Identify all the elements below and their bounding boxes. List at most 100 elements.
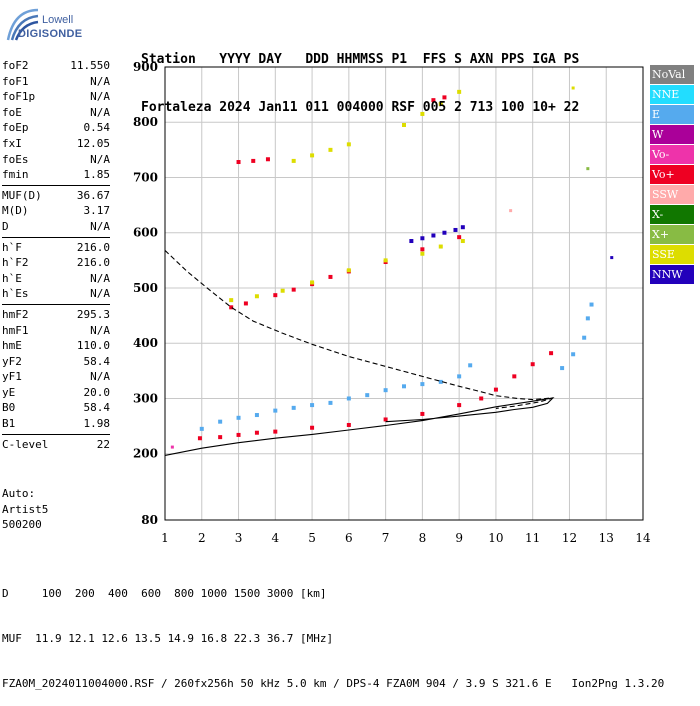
param-row-foep: foEp 0.54 [2,120,110,136]
echo-point [291,287,296,292]
logo-mark-icon [6,8,39,41]
legend-item-ssw: SSW [650,185,694,204]
param-value: 12.05 [76,136,110,150]
x-tick-label: 1 [161,531,169,545]
param-name: B1 [2,417,16,431]
echo-point [170,445,174,449]
echo-point [328,274,333,279]
echo-trace-upper-e [560,302,594,371]
param-row-hmf2: hmF2 295.3 [2,307,110,323]
echo-point [236,160,241,165]
param-name: h`Es [2,287,29,301]
echo-point [218,435,223,440]
param-row-fof2: foF2 11.550 [2,58,110,74]
param-value: 3.17 [83,204,111,218]
echo-point [310,403,315,408]
echo-point [493,387,498,392]
echo-point [442,230,447,235]
x-tick-label: 8 [419,531,427,545]
echo-point [199,426,204,431]
echo-point [460,239,465,244]
echo-point [383,258,388,263]
echo-point [265,157,270,162]
echo-point [291,405,296,410]
param-name: yE [2,385,16,399]
echo-point [479,396,484,401]
echo-point [457,89,462,94]
echo-point [420,251,425,256]
auto-line3: 500200 [2,518,42,531]
echo-trace-second-hop [229,235,462,310]
echo-point [420,382,425,387]
param-value: 0.54 [83,121,111,135]
echo-point [251,158,256,163]
echo-point [254,413,259,418]
echo-point [420,411,425,416]
echo-point [431,233,436,238]
param-row-b0: B0 58.4 [2,400,110,416]
curve-profile [164,397,555,456]
echo-point [365,393,370,398]
auto-line2: Artist5 [2,502,49,516]
auto-line1: Auto: [2,487,36,500]
echo-point [236,415,241,420]
echo-point [310,425,315,430]
echo-point [254,430,259,435]
echo-point [310,280,315,285]
legend-item-xplus: X+ [650,225,694,244]
echo-point [291,158,296,163]
param-value: N/A [90,323,110,337]
echo-point [420,247,425,252]
echo-point [273,408,278,413]
param-name: h`F [2,240,22,254]
echo-point [218,419,223,424]
legend-item-xminus: X- [650,205,694,224]
legend-item-voplus: Vo+ [650,165,694,184]
param-name: MUF(D) [2,188,42,202]
param-row-fxi: fxI 12.05 [2,136,110,152]
echo-point [585,316,590,321]
param-name: hmE [2,339,22,353]
y-tick-label: 400 [133,336,158,350]
param-value: N/A [90,90,110,104]
x-tick-label: 2 [198,531,206,545]
x-tick-label: 11 [525,531,540,545]
echo-point [560,366,565,371]
y-tick-label: 500 [133,281,158,295]
param-row-ye: yE 20.0 [2,385,110,401]
echo-point [586,167,590,171]
logo-line1: Lowell [42,14,74,26]
echo-point [457,403,462,408]
param-value: N/A [90,219,110,233]
echo-point [420,111,425,116]
footer-distance: D 100 200 400 600 800 1000 1500 3000 [km… [2,587,327,600]
x-tick-label: 5 [308,531,316,545]
echo-point [582,335,587,340]
echo-point [610,256,614,260]
echo-point [197,436,202,441]
param-value: 58.4 [83,354,111,368]
echo-point [453,227,458,232]
param-value: 22 [96,437,110,451]
param-row-hf2: h`F2 216.0 [2,255,110,271]
x-tick-label: 9 [455,531,463,545]
echo-point [402,123,406,128]
echo-trace-third-hop-red [236,95,447,165]
echo-point [571,86,575,90]
param-row-fof1: foF1 N/A [2,74,110,90]
param-divider [2,236,110,240]
echo-point [571,352,576,357]
x-tick-label: 3 [235,531,243,545]
echo-point [346,422,351,427]
echo-point [431,98,436,103]
param-name: foF2 [2,59,29,72]
param-value: N/A [90,271,110,285]
echo-trace-second-hop-sse [229,239,465,303]
echo-point [243,301,248,306]
param-value: 216.0 [76,256,110,270]
ionogram-chart: 1 2 3 4 5 6 7 8 9 10 11 12 13 14802003004005006007008… [133,60,651,545]
legend-item-nnw: NNW [650,265,694,284]
param-row-fof1p: foF1p N/A [2,89,110,105]
param-value: N/A [90,74,110,88]
echo-trace-third-hop [291,89,462,163]
